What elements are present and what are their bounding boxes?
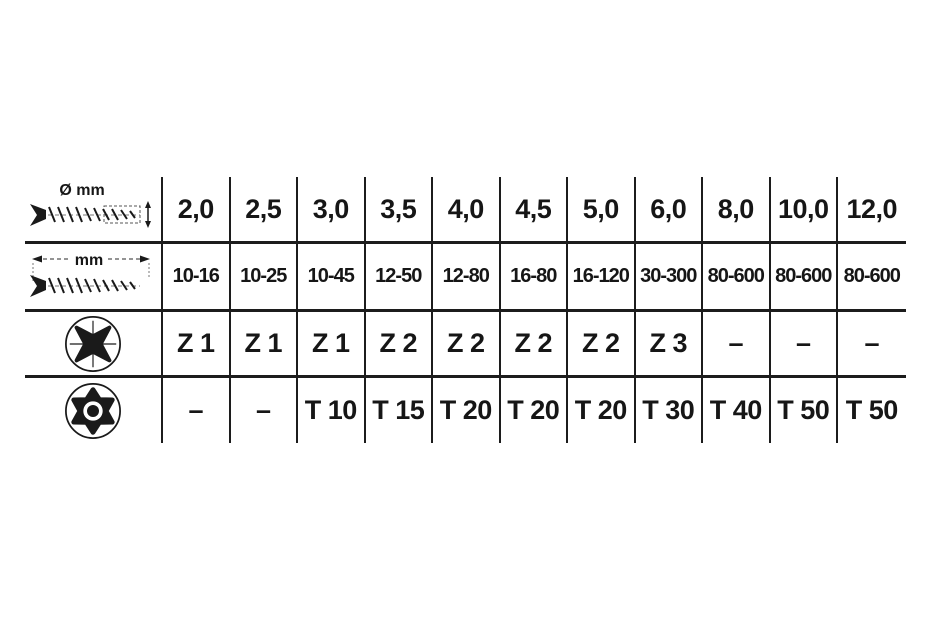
diameter-arrow-down xyxy=(145,221,151,228)
table-cell-torx: T 20 xyxy=(501,378,568,443)
table-cell-diameter: 8,0 xyxy=(703,177,771,244)
table-cell-length: 10-25 xyxy=(230,244,298,312)
table-cell-pozidriv: Z 2 xyxy=(500,312,568,378)
table-cell-length: 10-45 xyxy=(298,244,366,312)
table-cell-pozidriv: Z 1 xyxy=(230,312,298,378)
table-cell-diameter: 4,5 xyxy=(500,177,568,244)
screw-head xyxy=(30,204,46,226)
pozidriv-icon xyxy=(65,315,121,372)
table-cell-diameter: 5,0 xyxy=(568,177,636,244)
torx-center-pin xyxy=(87,404,99,417)
table-cell-pozidriv: Z 1 xyxy=(298,312,366,378)
table-cell-length: 30-300 xyxy=(635,244,703,312)
table-cell-length: 12-80 xyxy=(433,244,501,312)
length-arrow-right xyxy=(140,255,150,262)
table-cell-pozidriv: Z 2 xyxy=(568,312,636,378)
table-cell-length: 80-600 xyxy=(770,244,838,312)
table-cell-length: 12-50 xyxy=(365,244,433,312)
diameter-arrow-up xyxy=(145,201,151,208)
table-cell-diameter: 3,5 xyxy=(365,177,433,244)
length-guides xyxy=(32,262,150,282)
table-cell-length: 16-120 xyxy=(568,244,636,312)
table-cell-pozidriv: – xyxy=(703,312,771,378)
torx-icon xyxy=(65,382,121,439)
table-cell-pozidriv: Z 2 xyxy=(365,312,433,378)
screw-diameter-icon: Ø mm xyxy=(30,182,151,228)
table-cell-torx: – xyxy=(163,378,231,443)
table-cell-pozidriv: Z 1 xyxy=(163,312,231,378)
table-cell-pozidriv: Z 2 xyxy=(433,312,501,378)
table-cell-torx: T 30 xyxy=(636,378,703,443)
screw-head xyxy=(30,274,46,297)
table-cell-diameter: 12,0 xyxy=(838,177,906,244)
screw-spec-table: Ø mm 2,0 2,5 3,0 3,5 4,0 4,5 5,0 6,0 8,0… xyxy=(25,177,906,443)
table-cell-torx: T 15 xyxy=(366,378,433,443)
table-cell-diameter: 6,0 xyxy=(635,177,703,244)
table-cell-length: 10-16 xyxy=(163,244,231,312)
table-cell-diameter: 2,5 xyxy=(230,177,298,244)
table-cell-torx: T 50 xyxy=(771,378,838,443)
diameter-label: Ø mm xyxy=(59,182,104,199)
screw-length-icon: mm xyxy=(30,252,150,297)
table-cell-pozidriv: Z 3 xyxy=(635,312,703,378)
table-cell-diameter: 4,0 xyxy=(433,177,501,244)
table-cell-torx: T 20 xyxy=(433,378,501,443)
table-cell-pozidriv: – xyxy=(770,312,838,378)
table-cell-torx: T 40 xyxy=(703,378,771,443)
table-cell-torx: T 10 xyxy=(298,378,366,443)
table-cell-length: 80-600 xyxy=(703,244,771,312)
table-cell-diameter: 10,0 xyxy=(770,177,838,244)
length-arrow-left xyxy=(32,255,42,262)
table-cell-diameter: 3,0 xyxy=(298,177,366,244)
table-cell-torx: T 20 xyxy=(568,378,636,443)
table-cell-pozidriv: – xyxy=(838,312,906,378)
table-cell-torx: – xyxy=(231,378,298,443)
row-header-length: mm xyxy=(25,244,163,312)
table-cell-torx: T 50 xyxy=(845,395,899,425)
row-header-torx xyxy=(25,378,163,443)
pozidriv-cross xyxy=(74,325,112,362)
torx-circle xyxy=(65,382,121,439)
row-header-diameter: Ø mm xyxy=(25,177,163,244)
length-label: mm xyxy=(75,252,103,269)
table-cell-length: 16-80 xyxy=(500,244,568,312)
screw-threads xyxy=(48,206,136,223)
screw-threads xyxy=(48,277,136,293)
row-header-pozidriv xyxy=(25,312,163,378)
table-cell-length: 80-600 xyxy=(838,244,906,312)
table-cell-diameter: 2,0 xyxy=(163,177,231,244)
pozidriv-circle xyxy=(65,315,121,372)
